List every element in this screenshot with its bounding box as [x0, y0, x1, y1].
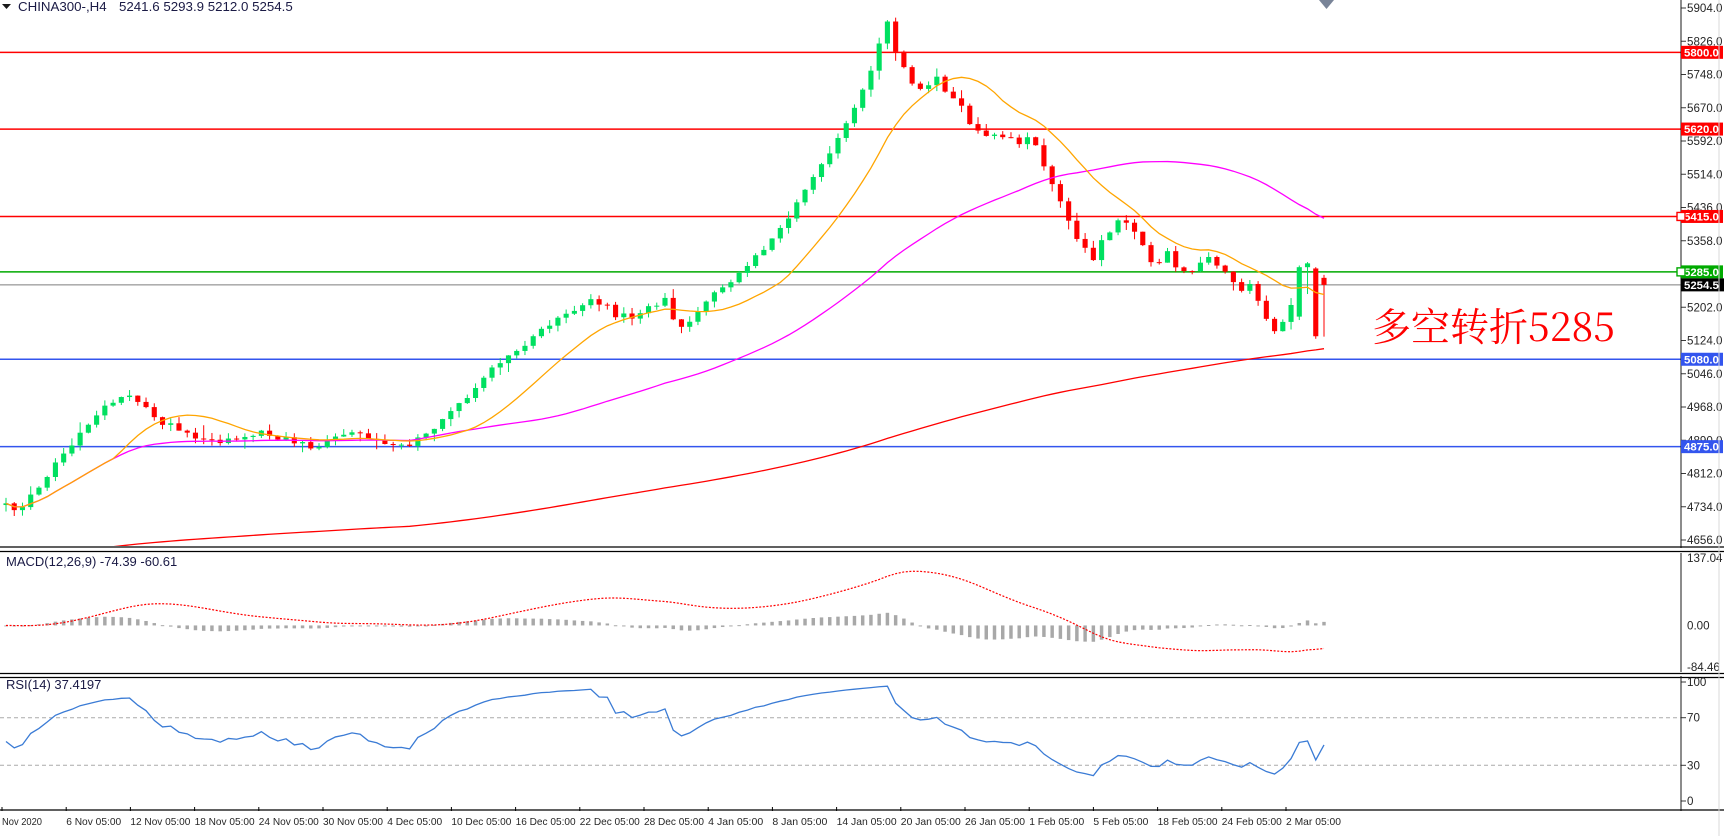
- svg-text:5904.0: 5904.0: [1687, 2, 1722, 15]
- svg-text:0: 0: [1687, 795, 1693, 808]
- svg-text:5254.5: 5254.5: [1684, 280, 1720, 292]
- svg-text:Nov 2020: Nov 2020: [2, 817, 42, 828]
- svg-text:4 Dec 05:00: 4 Dec 05:00: [387, 817, 442, 828]
- svg-text:28 Dec 05:00: 28 Dec 05:00: [644, 817, 704, 828]
- svg-text:MACD(12,26,9) -74.39 -60.61: MACD(12,26,9) -74.39 -60.61: [6, 554, 177, 569]
- svg-text:8 Jan 05:00: 8 Jan 05:00: [772, 817, 827, 828]
- svg-text:137.04: 137.04: [1687, 552, 1723, 565]
- svg-text:5514.0: 5514.0: [1687, 168, 1722, 181]
- svg-text:2 Mar 05:00: 2 Mar 05:00: [1286, 817, 1341, 828]
- svg-text:10 Dec 05:00: 10 Dec 05:00: [451, 817, 511, 828]
- svg-text:5241.6 5293.9 5212.0 5254.5: 5241.6 5293.9 5212.0 5254.5: [119, 0, 293, 14]
- svg-text:5358.0: 5358.0: [1687, 235, 1722, 248]
- svg-text:30: 30: [1687, 759, 1700, 772]
- svg-text:5620.0: 5620.0: [1684, 124, 1719, 136]
- svg-text:6 Nov 05:00: 6 Nov 05:00: [66, 817, 121, 828]
- svg-text:24 Feb 05:00: 24 Feb 05:00: [1222, 817, 1282, 828]
- svg-text:20 Jan 05:00: 20 Jan 05:00: [901, 817, 961, 828]
- svg-text:100: 100: [1687, 676, 1706, 689]
- svg-text:14 Jan 05:00: 14 Jan 05:00: [837, 817, 897, 828]
- svg-text:12 Nov 05:00: 12 Nov 05:00: [130, 817, 190, 828]
- svg-text:RSI(14) 37.4197: RSI(14) 37.4197: [6, 677, 101, 692]
- svg-text:5415.0: 5415.0: [1684, 211, 1719, 223]
- svg-text:22 Dec 05:00: 22 Dec 05:00: [580, 817, 640, 828]
- svg-text:5670.0: 5670.0: [1687, 102, 1722, 115]
- svg-text:18 Nov 05:00: 18 Nov 05:00: [195, 817, 255, 828]
- svg-text:4 Jan 05:00: 4 Jan 05:00: [708, 817, 763, 828]
- svg-text:-84.46: -84.46: [1687, 661, 1720, 674]
- svg-text:1 Feb 05:00: 1 Feb 05:00: [1029, 817, 1084, 828]
- svg-text:26 Jan 05:00: 26 Jan 05:00: [965, 817, 1025, 828]
- svg-text:4968.0: 4968.0: [1687, 401, 1722, 414]
- svg-text:5592.0: 5592.0: [1687, 135, 1722, 148]
- svg-text:5800.0: 5800.0: [1684, 47, 1719, 59]
- svg-text:5046.0: 5046.0: [1687, 368, 1722, 381]
- svg-text:5748.0: 5748.0: [1687, 69, 1722, 82]
- svg-text:18 Feb 05:00: 18 Feb 05:00: [1158, 817, 1218, 828]
- svg-text:5285.0: 5285.0: [1684, 267, 1719, 279]
- svg-text:70: 70: [1687, 712, 1700, 725]
- svg-text:24 Nov 05:00: 24 Nov 05:00: [259, 817, 319, 828]
- svg-text:5080.0: 5080.0: [1684, 354, 1719, 366]
- svg-text:4734.0: 4734.0: [1687, 501, 1722, 514]
- svg-text:CHINA300-,H4: CHINA300-,H4: [18, 0, 107, 14]
- svg-text:30 Nov 05:00: 30 Nov 05:00: [323, 817, 383, 828]
- svg-text:4812.0: 4812.0: [1687, 468, 1722, 481]
- svg-text:5 Feb 05:00: 5 Feb 05:00: [1093, 817, 1148, 828]
- svg-text:4656.0: 4656.0: [1687, 534, 1722, 547]
- svg-text:4875.0: 4875.0: [1684, 442, 1719, 454]
- svg-text:16 Dec 05:00: 16 Dec 05:00: [516, 817, 576, 828]
- svg-text:多空转折5285: 多空转折5285: [1372, 297, 1615, 353]
- svg-text:0.00: 0.00: [1687, 619, 1710, 632]
- svg-text:5124.0: 5124.0: [1687, 335, 1722, 348]
- svg-text:5202.0: 5202.0: [1687, 301, 1722, 314]
